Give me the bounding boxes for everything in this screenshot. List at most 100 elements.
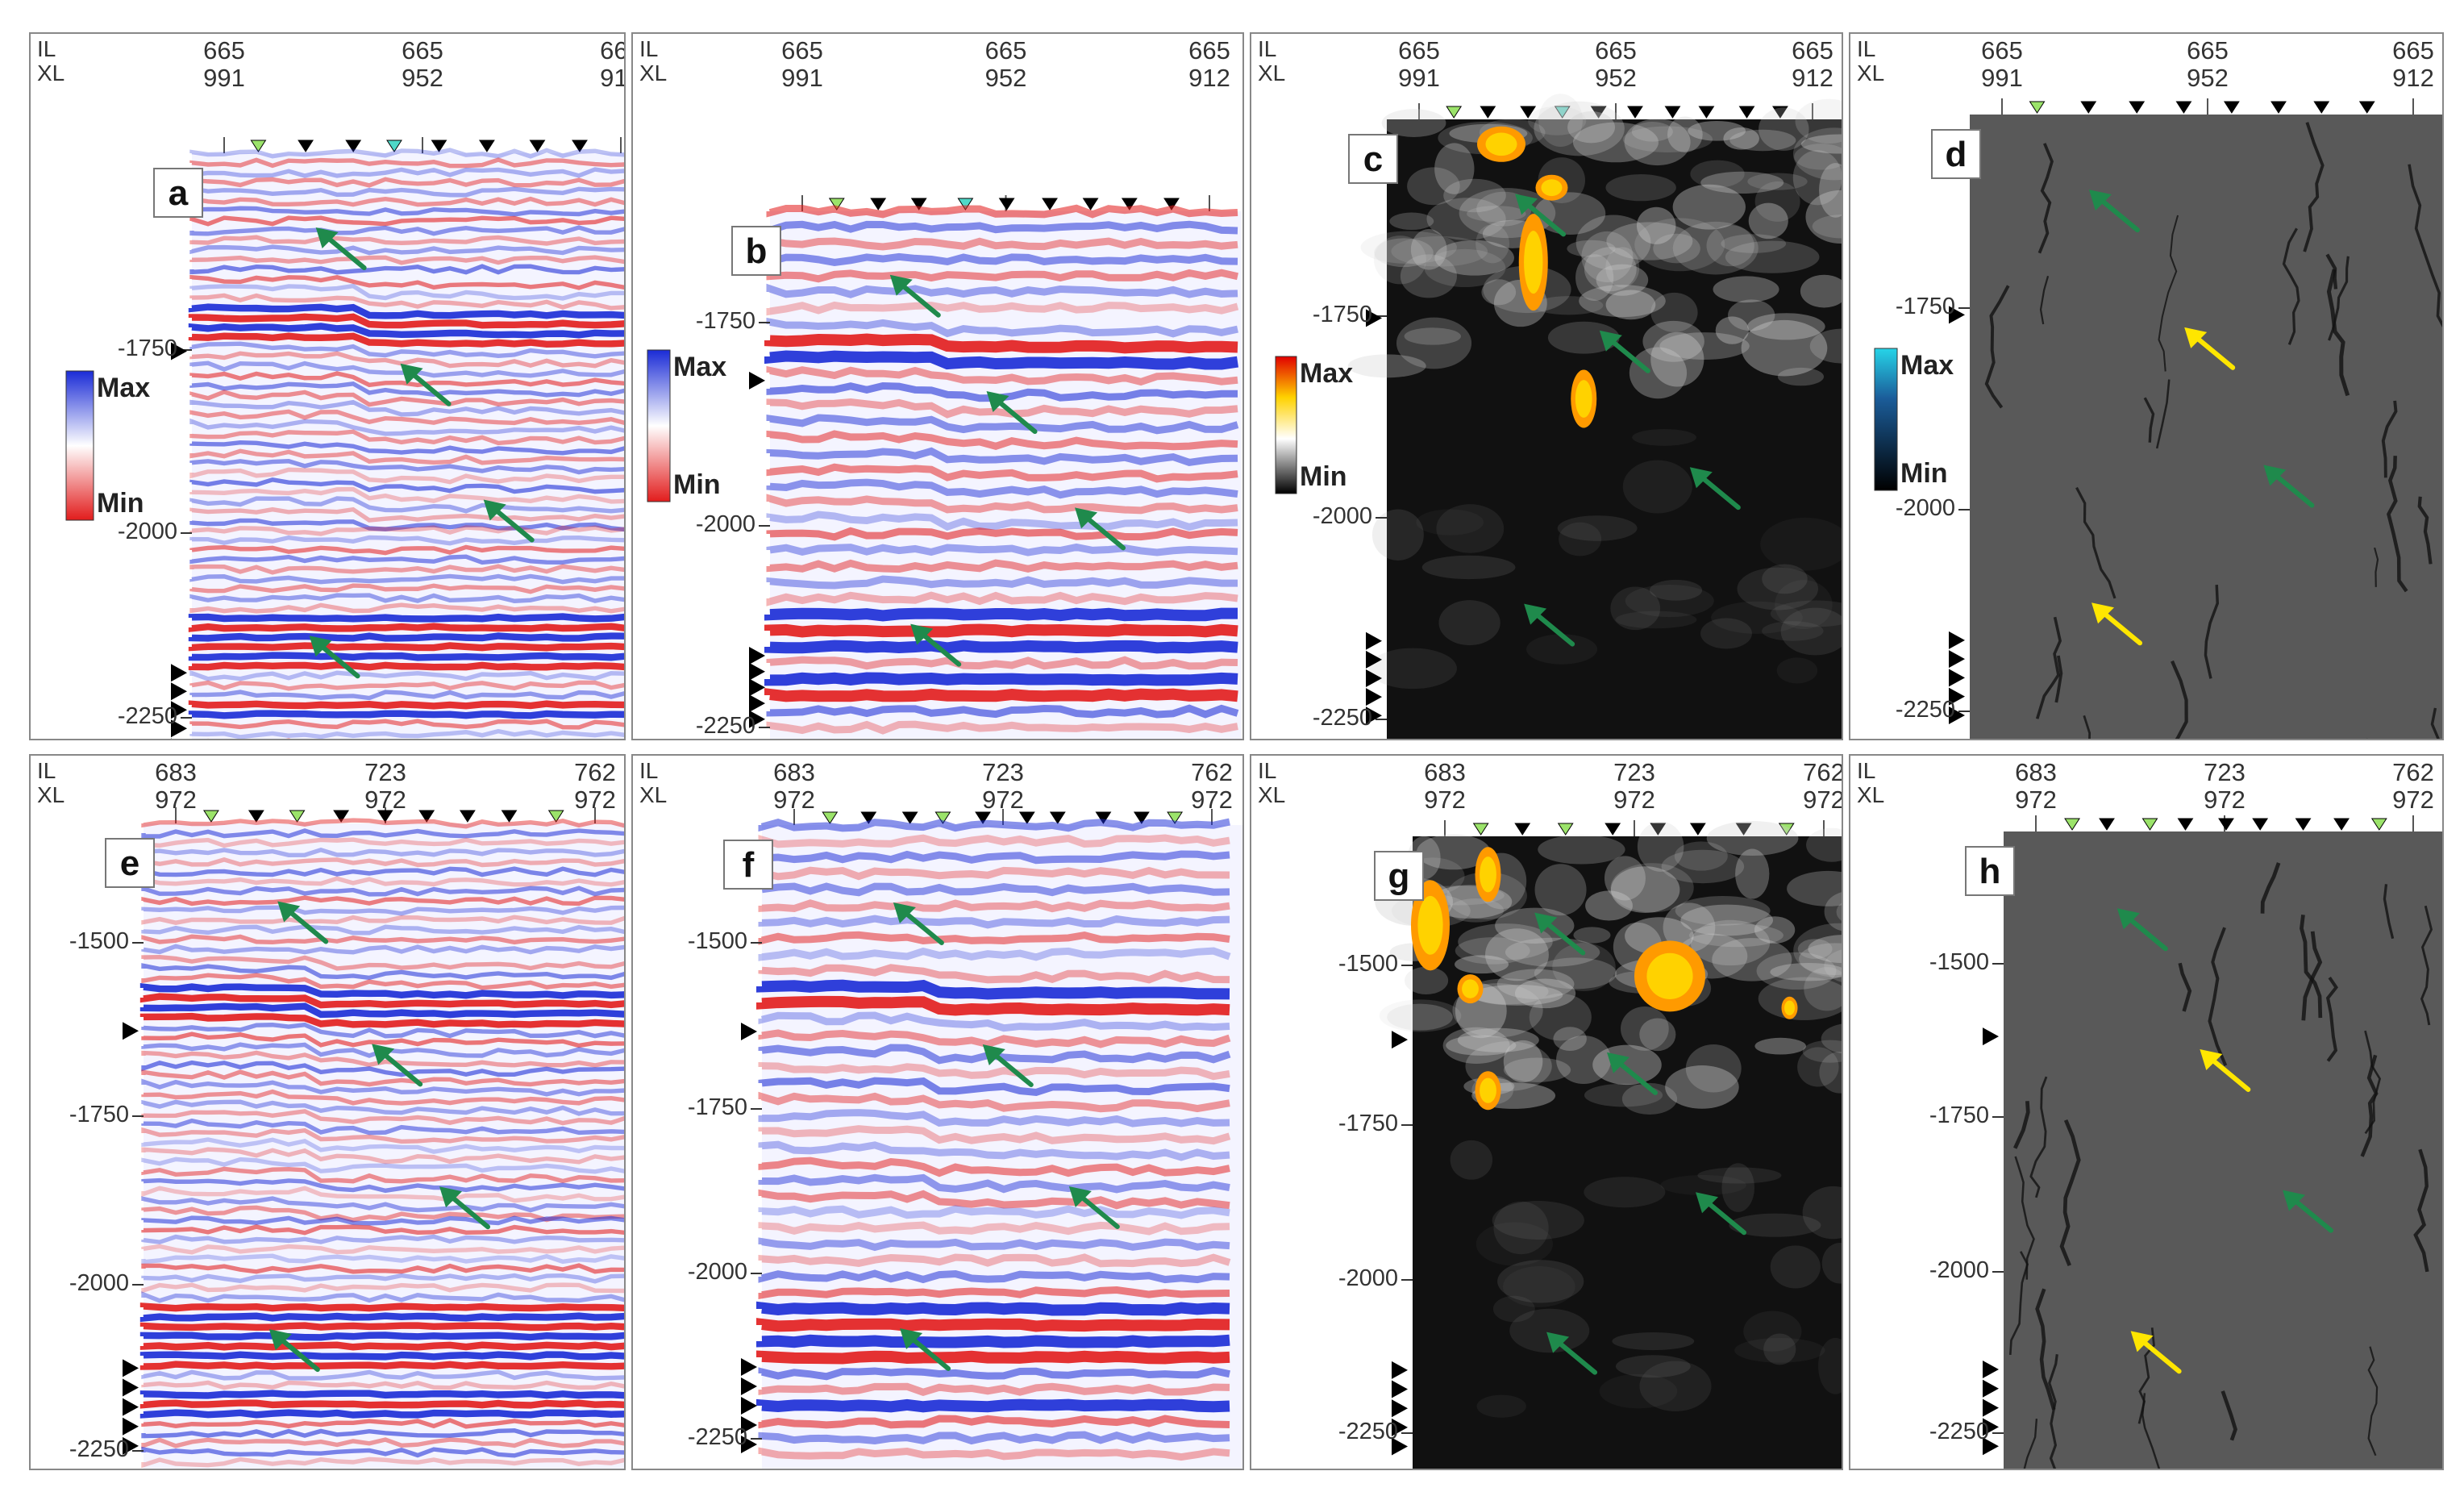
depth-label: -1500: [687, 928, 747, 954]
annotation-arrow: [2200, 1048, 2251, 1092]
fault-trace: [2014, 1156, 2035, 1280]
depth-marker: [1983, 1418, 1999, 1436]
seismic-reflector: [766, 559, 1238, 573]
well-marker: [2252, 818, 2269, 831]
colorbar: [647, 349, 671, 502]
fault-trace: [2029, 1076, 2048, 1198]
well-marker: [298, 140, 314, 152]
crossline-axis-label: XL: [37, 60, 65, 85]
annotation-arrow: [2116, 908, 2168, 952]
well-marker: [250, 140, 267, 152]
depth-label: -2250: [687, 1424, 747, 1450]
depth-marker: [749, 647, 765, 665]
seismic-reflector: [139, 1012, 624, 1028]
seismic-reflector: [189, 690, 624, 701]
seismic-reflector: [188, 313, 624, 329]
depth-label: -2250: [69, 1436, 129, 1462]
seismic-reflector: [756, 995, 1230, 1016]
seismic-reflector: [764, 623, 1238, 638]
seismic-reflector: [189, 293, 624, 310]
seismic-reflector: [141, 1157, 624, 1174]
annotation-arrow: [1068, 1186, 1120, 1229]
fault-trace: [2301, 931, 2323, 1021]
crossline-tick-label: 912: [1188, 64, 1230, 92]
seismic-reflector: [139, 1322, 624, 1332]
seismic-reflector: [764, 350, 1238, 370]
seismic-reflector: [188, 710, 624, 719]
seismic-reflector: [758, 1029, 1231, 1048]
well-marker: [572, 140, 588, 152]
well-marker: [901, 811, 918, 824]
seismic-reflector: [189, 399, 624, 417]
annotation-arrow: [1524, 603, 1575, 647]
seismic-reflector: [141, 886, 624, 897]
fault-trace: [2420, 905, 2433, 1026]
well-marker: [1650, 823, 1667, 836]
fault-trace: [2300, 915, 2323, 1019]
well-marker: [377, 810, 393, 823]
depth-marker: [741, 1397, 757, 1415]
inline-tick-label: 665: [402, 36, 443, 65]
crossline-tick-label: 972: [2392, 786, 2434, 814]
inline-tick-label: 683: [155, 758, 197, 786]
seismic-reflector: [141, 1428, 624, 1439]
well-marker: [1554, 106, 1571, 119]
seismic-reflector: [141, 1147, 624, 1165]
fault-trace: [2035, 1288, 2056, 1411]
seismic-reflector: [756, 1334, 1230, 1348]
seismic-reflector: [766, 447, 1238, 467]
seismic-reflector: [189, 518, 624, 532]
seismic-reflector: [758, 1205, 1230, 1219]
well-marker: [1689, 823, 1706, 836]
inline-tick-label: 665: [2187, 36, 2229, 65]
seismic-reflector: [766, 543, 1238, 556]
annotation-arrow: [2263, 465, 2315, 508]
section-image: [188, 148, 624, 739]
inline-tick-label: 665: [1188, 36, 1230, 65]
depth-label: -1750: [1312, 302, 1372, 327]
depth-marker: [1949, 687, 1965, 706]
seismic-reflector: [141, 837, 624, 848]
panel-graphics: [647, 195, 1242, 739]
seismic-reflector: [141, 1369, 624, 1381]
fault-trace: [2208, 927, 2228, 1066]
depth-label: -2000: [687, 1259, 747, 1285]
seismic-reflector: [766, 704, 1239, 719]
crossline-tick-label: 972: [1613, 786, 1655, 814]
panel-a: ILXL665991665952665912-1750-2000-2250aMa…: [29, 32, 626, 740]
seismic-reflector: [189, 185, 624, 198]
fault-trace: [2325, 977, 2338, 1062]
well-marker: [1514, 823, 1531, 836]
crossline-tick-label: 972: [1191, 786, 1233, 814]
seismic-reflector: [758, 1286, 1230, 1299]
depth-marker: [123, 1022, 139, 1040]
annotation-arrow: [277, 901, 329, 944]
seismic-reflector: [189, 573, 624, 585]
well-marker: [1778, 823, 1795, 836]
inline-tick-label: 665: [2392, 36, 2434, 65]
crossline-axis-label: XL: [37, 782, 65, 807]
inline-axis-label: IL: [1258, 36, 1277, 61]
seismic-reflector: [141, 828, 624, 839]
well-marker: [1472, 823, 1489, 836]
crossline-tick-label: 912: [1792, 64, 1833, 92]
crossline-axis-label: XL: [639, 782, 668, 807]
fault-trace: [2083, 715, 2091, 739]
inline-axis-label: IL: [37, 758, 56, 783]
seismic-reflector: [189, 506, 624, 523]
colorbar: [65, 370, 94, 521]
well-marker: [1018, 811, 1035, 824]
well-marker: [479, 140, 495, 152]
fault-trace: [2023, 1419, 2038, 1469]
seismic-reflector: [188, 661, 624, 671]
seismic-reflector: [766, 511, 1238, 531]
seismic-reflector: [189, 728, 624, 739]
seismic-reflector: [141, 1224, 624, 1236]
crossline-tick-label: 991: [1398, 64, 1440, 92]
seismic-reflector: [189, 177, 624, 188]
seismic-reflector: [758, 947, 1231, 961]
inline-axis-label: IL: [639, 36, 659, 61]
seismic-reflector: [766, 317, 1238, 338]
seismic-reflector: [189, 680, 624, 691]
depth-label: -2250: [1929, 1419, 1989, 1444]
